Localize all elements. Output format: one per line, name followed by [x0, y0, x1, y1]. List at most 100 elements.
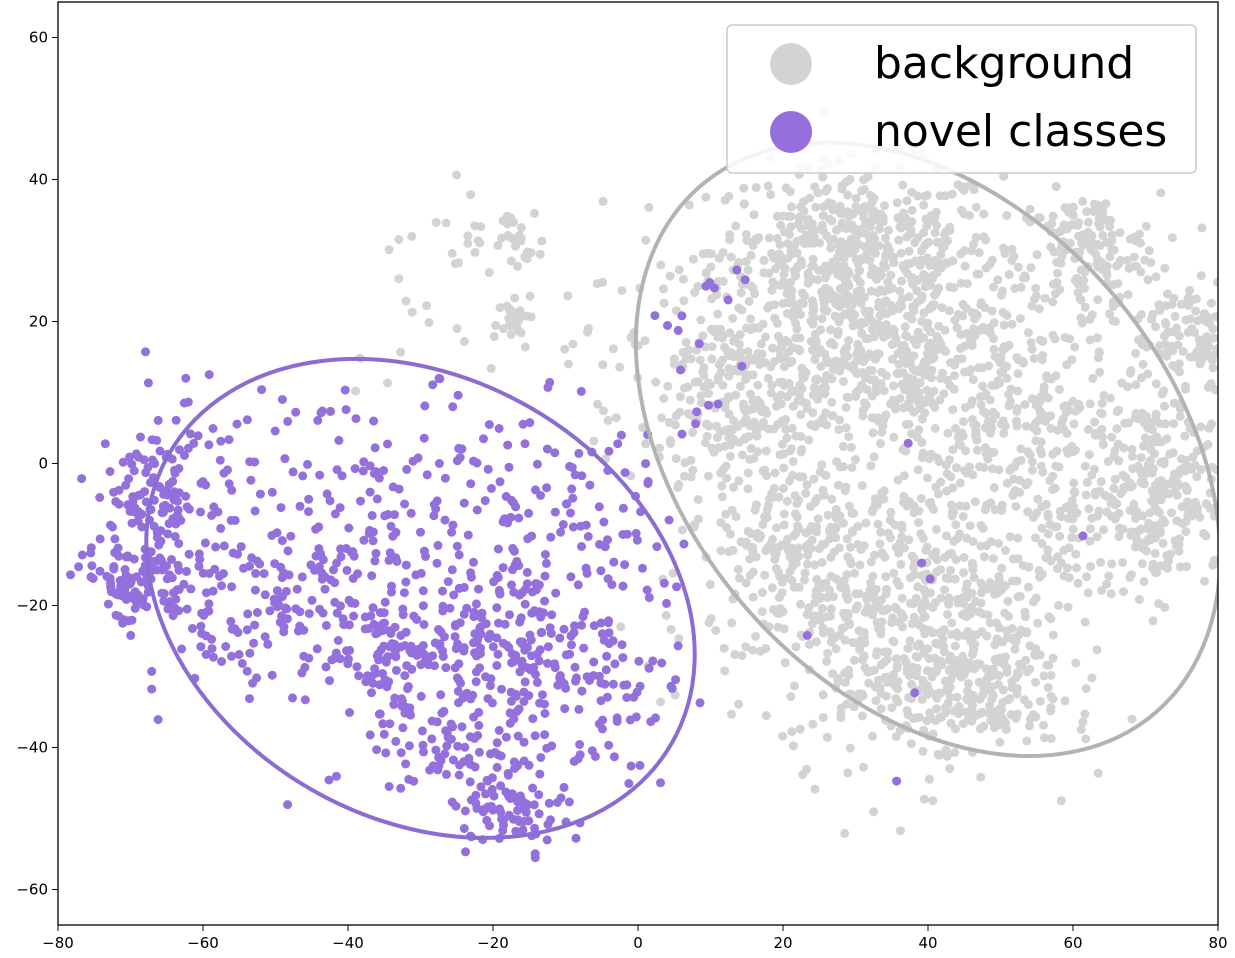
scatter-point [201, 588, 211, 598]
scatter-point [270, 426, 280, 436]
scatter-point [802, 764, 812, 774]
scatter-point [514, 513, 524, 523]
scatter-point [827, 263, 837, 273]
scatter-point [749, 210, 759, 220]
scatter-point [796, 447, 806, 457]
scatter-point [219, 541, 229, 551]
scatter-point [918, 413, 927, 423]
scatter-point [1012, 576, 1022, 586]
scatter-point [1068, 210, 1078, 220]
scatter-point [365, 461, 375, 471]
scatter-point [624, 779, 634, 788]
scatter-point [790, 681, 799, 691]
scatter-point [807, 262, 817, 271]
scatter-point [958, 598, 968, 608]
scatter-point [893, 475, 903, 485]
scatter-point [452, 673, 462, 683]
scatter-point [215, 455, 225, 465]
scatter-point [1031, 283, 1041, 293]
scatter-point [201, 650, 211, 659]
scatter-point [165, 503, 175, 513]
scatter-point [1085, 399, 1095, 409]
scatter-point [1024, 582, 1033, 592]
scatter-point [717, 481, 727, 491]
scatter-point [866, 286, 876, 296]
scatter-point [1127, 714, 1137, 724]
scatter-point [759, 255, 769, 265]
scatter-point [656, 778, 665, 788]
scatter-point [787, 423, 797, 433]
scatter-point [483, 802, 493, 812]
scatter-point [451, 644, 461, 654]
scatter-point [898, 180, 908, 190]
scatter-point [1038, 467, 1048, 477]
scatter-point [1007, 463, 1017, 473]
scatter-point [842, 570, 852, 580]
scatter-point [227, 651, 236, 661]
scatter-point [762, 471, 772, 481]
scatter-point [921, 545, 931, 555]
scatter-point [856, 545, 866, 555]
scatter-point [787, 555, 797, 565]
scatter-point [391, 553, 401, 563]
scatter-point [833, 326, 843, 336]
scatter-point [828, 411, 838, 421]
scatter-point [852, 273, 862, 283]
scatter-point [1087, 245, 1097, 255]
scatter-point [811, 637, 821, 647]
scatter-point [861, 518, 871, 528]
scatter-point [974, 248, 984, 258]
scatter-point [1138, 360, 1148, 369]
scatter-point [1191, 306, 1201, 316]
scatter-point [1109, 451, 1119, 461]
scatter-point [772, 393, 782, 403]
scatter-point [632, 687, 642, 697]
scatter-point [279, 627, 289, 637]
scatter-point [713, 309, 723, 319]
scatter-point [491, 320, 501, 330]
scatter-point [714, 253, 724, 263]
scatter-point [766, 539, 776, 549]
scatter-point [1105, 252, 1115, 262]
scatter-point [1022, 736, 1032, 746]
scatter-point [707, 354, 717, 364]
scatter-point [1091, 430, 1100, 440]
scatter-point [1046, 671, 1056, 680]
scatter-point [892, 198, 902, 208]
scatter-point [442, 769, 451, 779]
scatter-point [566, 508, 575, 518]
scatter-point [813, 188, 823, 198]
scatter-point [358, 466, 368, 476]
scatter-point [1004, 611, 1014, 621]
scatter-point [1034, 304, 1044, 314]
scatter-point [326, 406, 335, 416]
scatter-point [767, 248, 777, 258]
scatter-point [103, 599, 113, 609]
scatter-point [716, 427, 725, 437]
scatter-point [988, 554, 998, 563]
scatter-point [506, 330, 516, 339]
scatter-point [826, 243, 836, 253]
scatter-point [726, 709, 736, 719]
scatter-point [381, 748, 391, 758]
scatter-point [696, 398, 706, 408]
scatter-point [802, 559, 812, 569]
scatter-point [568, 339, 578, 349]
scatter-point [774, 492, 784, 502]
scatter-point [783, 337, 793, 347]
scatter-point [1154, 300, 1164, 310]
scatter-point [1038, 336, 1048, 346]
scatter-point [901, 446, 911, 456]
scatter-point [332, 558, 342, 568]
scatter-point [150, 459, 160, 469]
scatter-point [1112, 261, 1122, 271]
scatter-point [875, 224, 885, 234]
scatter-point [716, 518, 726, 528]
scatter-point [422, 301, 432, 311]
scatter-point [403, 684, 413, 694]
scatter-point [1009, 474, 1019, 484]
scatter-point [493, 241, 503, 250]
scatter-point [734, 303, 744, 313]
scatter-point [380, 597, 390, 607]
